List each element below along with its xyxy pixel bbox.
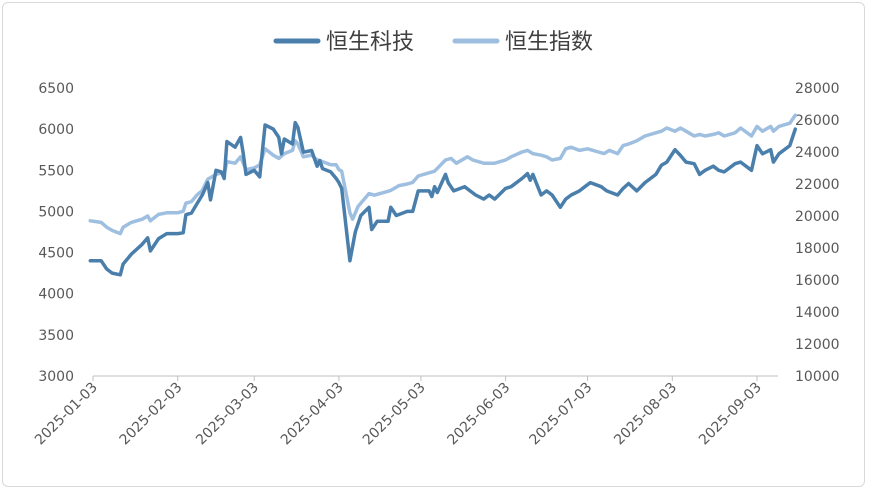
y-left-tick-label: 4000 [38,287,74,303]
x-tick-label: 2025-04-03 [278,380,347,449]
y-left-tick-label: 4500 [38,246,74,262]
x-tick-label: 2025-01-03 [32,380,101,449]
x-tick-label: 2025-07-03 [527,380,596,449]
y-left-tick-label: 6000 [38,122,74,138]
y-left-tick-label: 3000 [38,369,74,385]
x-tick-label: 2025-03-03 [193,380,262,449]
x-tick-label: 2025-09-03 [696,380,765,449]
x-tick-label: 2025-02-03 [117,380,186,449]
y-right-tick-label: 14000 [795,305,840,321]
y-right-tick-label: 26000 [795,113,840,129]
y-left-tick-label: 5000 [38,204,74,220]
y-right-tick-label: 22000 [795,177,840,193]
series-layer [88,113,798,277]
y-left-tick-label: 5500 [38,163,74,179]
series-line-hsi [88,113,798,236]
y-right-tick-label: 16000 [795,273,840,289]
legend-item-hstech: 恒生科技 [273,30,414,55]
y-right-tick-label: 24000 [795,145,840,161]
series-line-hstech [88,120,798,277]
y-right-tick-label: 20000 [795,209,840,225]
y-right-tick-label: 10000 [795,369,840,385]
x-tick-label: 2025-08-03 [611,380,680,449]
axes: 2025-01-03 2025-02-03 2025-03-03 2025-04-03… [32,81,840,448]
y-right-tick-label: 28000 [795,81,840,97]
y-left-tick-label: 3500 [38,328,74,344]
y-left-tick-label: 6500 [38,81,74,97]
legend: 恒生科技 恒生指数 [273,30,593,55]
x-tick-label: 2025-06-03 [445,380,514,449]
y-right-tick-label: 12000 [795,337,840,353]
x-tick-label: 2025-05-03 [360,380,429,449]
legend-item-hsi: 恒生指数 [452,30,593,55]
legend-label: 恒生指数 [505,30,593,55]
y-right-tick-label: 18000 [795,241,840,257]
legend-label: 恒生科技 [326,30,414,55]
